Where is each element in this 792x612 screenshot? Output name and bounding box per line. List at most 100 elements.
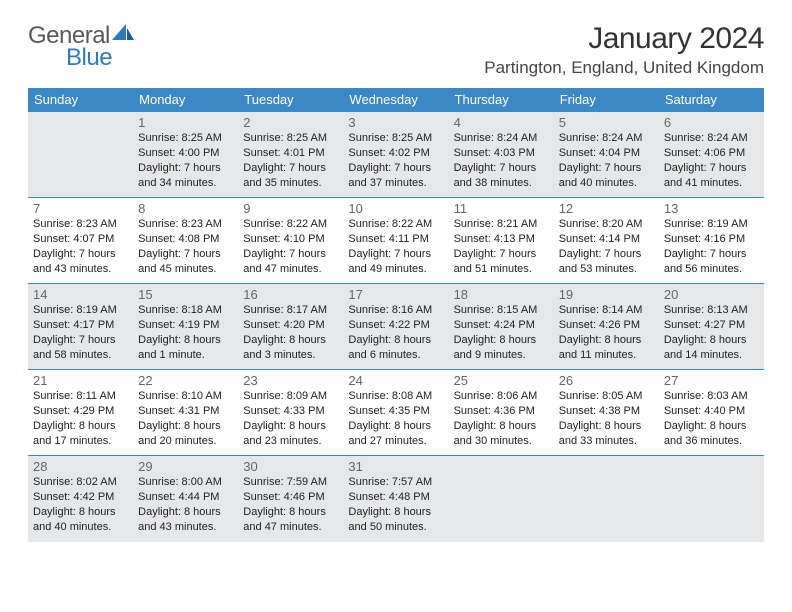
day-number: 11 (454, 201, 549, 216)
sunset-text: Sunset: 4:35 PM (348, 404, 443, 419)
day-number: 20 (664, 287, 759, 302)
daylight-text: Daylight: 8 hours and 47 minutes. (243, 505, 338, 535)
sunset-text: Sunset: 4:08 PM (138, 232, 233, 247)
day-number: 3 (348, 115, 443, 130)
sunset-text: Sunset: 4:29 PM (33, 404, 128, 419)
day-info: Sunrise: 8:22 AMSunset: 4:10 PMDaylight:… (243, 217, 338, 276)
day-number: 6 (664, 115, 759, 130)
sunset-text: Sunset: 4:17 PM (33, 318, 128, 333)
daylight-text: Daylight: 8 hours and 23 minutes. (243, 419, 338, 449)
logo-sail-icon (112, 24, 134, 42)
day-number: 21 (33, 373, 128, 388)
day-number: 28 (33, 459, 128, 474)
day-cell: 24Sunrise: 8:08 AMSunset: 4:35 PMDayligh… (343, 370, 448, 456)
week-row: 21Sunrise: 8:11 AMSunset: 4:29 PMDayligh… (28, 370, 764, 456)
day-cell: 26Sunrise: 8:05 AMSunset: 4:38 PMDayligh… (554, 370, 659, 456)
daylight-text: Daylight: 7 hours and 41 minutes. (664, 161, 759, 191)
day-info: Sunrise: 8:17 AMSunset: 4:20 PMDaylight:… (243, 303, 338, 362)
daylight-text: Daylight: 8 hours and 1 minute. (138, 333, 233, 363)
day-info: Sunrise: 8:06 AMSunset: 4:36 PMDaylight:… (454, 389, 549, 448)
daylight-text: Daylight: 7 hours and 43 minutes. (33, 247, 128, 277)
day-cell: 15Sunrise: 8:18 AMSunset: 4:19 PMDayligh… (133, 284, 238, 370)
sunset-text: Sunset: 4:36 PM (454, 404, 549, 419)
sunset-text: Sunset: 4:01 PM (243, 146, 338, 161)
day-number: 1 (138, 115, 233, 130)
day-cell: 19Sunrise: 8:14 AMSunset: 4:26 PMDayligh… (554, 284, 659, 370)
daylight-text: Daylight: 8 hours and 50 minutes. (348, 505, 443, 535)
daylight-text: Daylight: 8 hours and 14 minutes. (664, 333, 759, 363)
day-number: 24 (348, 373, 443, 388)
day-cell: 5Sunrise: 8:24 AMSunset: 4:04 PMDaylight… (554, 112, 659, 198)
daylight-text: Daylight: 7 hours and 40 minutes. (559, 161, 654, 191)
page-header: General Blue January 2024 Partington, En… (28, 22, 764, 78)
day-cell: 9Sunrise: 8:22 AMSunset: 4:10 PMDaylight… (238, 198, 343, 284)
sunset-text: Sunset: 4:04 PM (559, 146, 654, 161)
day-info: Sunrise: 8:16 AMSunset: 4:22 PMDaylight:… (348, 303, 443, 362)
day-info: Sunrise: 8:13 AMSunset: 4:27 PMDaylight:… (664, 303, 759, 362)
sunrise-text: Sunrise: 8:24 AM (454, 131, 549, 146)
day-number: 13 (664, 201, 759, 216)
sunrise-text: Sunrise: 8:15 AM (454, 303, 549, 318)
day-cell: 17Sunrise: 8:16 AMSunset: 4:22 PMDayligh… (343, 284, 448, 370)
sunrise-text: Sunrise: 8:19 AM (664, 217, 759, 232)
daylight-text: Daylight: 7 hours and 38 minutes. (454, 161, 549, 191)
daylight-text: Daylight: 8 hours and 20 minutes. (138, 419, 233, 449)
day-number: 26 (559, 373, 654, 388)
day-number: 2 (243, 115, 338, 130)
sunrise-text: Sunrise: 8:24 AM (559, 131, 654, 146)
sunrise-text: Sunrise: 8:23 AM (33, 217, 128, 232)
day-cell: 3Sunrise: 8:25 AMSunset: 4:02 PMDaylight… (343, 112, 448, 198)
sunrise-text: Sunrise: 8:20 AM (559, 217, 654, 232)
day-cell (449, 456, 554, 542)
day-info: Sunrise: 8:25 AMSunset: 4:01 PMDaylight:… (243, 131, 338, 190)
day-cell: 11Sunrise: 8:21 AMSunset: 4:13 PMDayligh… (449, 198, 554, 284)
day-info: Sunrise: 8:25 AMSunset: 4:02 PMDaylight:… (348, 131, 443, 190)
day-header: Sunday (28, 88, 133, 112)
sunrise-text: Sunrise: 8:17 AM (243, 303, 338, 318)
daylight-text: Daylight: 8 hours and 11 minutes. (559, 333, 654, 363)
sunset-text: Sunset: 4:02 PM (348, 146, 443, 161)
sunset-text: Sunset: 4:38 PM (559, 404, 654, 419)
daylight-text: Daylight: 7 hours and 47 minutes. (243, 247, 338, 277)
day-info: Sunrise: 8:18 AMSunset: 4:19 PMDaylight:… (138, 303, 233, 362)
day-info: Sunrise: 8:24 AMSunset: 4:03 PMDaylight:… (454, 131, 549, 190)
sunrise-text: Sunrise: 8:02 AM (33, 475, 128, 490)
day-cell: 30Sunrise: 7:59 AMSunset: 4:46 PMDayligh… (238, 456, 343, 542)
sunset-text: Sunset: 4:13 PM (454, 232, 549, 247)
daylight-text: Daylight: 7 hours and 51 minutes. (454, 247, 549, 277)
sunrise-text: Sunrise: 8:03 AM (664, 389, 759, 404)
day-number: 31 (348, 459, 443, 474)
day-cell: 14Sunrise: 8:19 AMSunset: 4:17 PMDayligh… (28, 284, 133, 370)
sunrise-text: Sunrise: 8:08 AM (348, 389, 443, 404)
day-header: Monday (133, 88, 238, 112)
sunset-text: Sunset: 4:26 PM (559, 318, 654, 333)
sunset-text: Sunset: 4:40 PM (664, 404, 759, 419)
day-cell: 21Sunrise: 8:11 AMSunset: 4:29 PMDayligh… (28, 370, 133, 456)
day-cell: 8Sunrise: 8:23 AMSunset: 4:08 PMDaylight… (133, 198, 238, 284)
day-number: 7 (33, 201, 128, 216)
sunrise-text: Sunrise: 8:05 AM (559, 389, 654, 404)
day-number: 15 (138, 287, 233, 302)
sunrise-text: Sunrise: 8:18 AM (138, 303, 233, 318)
day-cell: 18Sunrise: 8:15 AMSunset: 4:24 PMDayligh… (449, 284, 554, 370)
day-info: Sunrise: 8:23 AMSunset: 4:07 PMDaylight:… (33, 217, 128, 276)
day-cell: 7Sunrise: 8:23 AMSunset: 4:07 PMDaylight… (28, 198, 133, 284)
sunrise-text: Sunrise: 8:19 AM (33, 303, 128, 318)
daylight-text: Daylight: 7 hours and 53 minutes. (559, 247, 654, 277)
day-header: Wednesday (343, 88, 448, 112)
logo-text-blue: Blue (66, 44, 112, 71)
day-number: 30 (243, 459, 338, 474)
day-number: 14 (33, 287, 128, 302)
day-cell: 1Sunrise: 8:25 AMSunset: 4:00 PMDaylight… (133, 112, 238, 198)
sunrise-text: Sunrise: 8:16 AM (348, 303, 443, 318)
day-number: 18 (454, 287, 549, 302)
sunset-text: Sunset: 4:00 PM (138, 146, 233, 161)
daylight-text: Daylight: 8 hours and 3 minutes. (243, 333, 338, 363)
sunset-text: Sunset: 4:14 PM (559, 232, 654, 247)
sunrise-text: Sunrise: 8:25 AM (138, 131, 233, 146)
day-number: 10 (348, 201, 443, 216)
sunrise-text: Sunrise: 8:09 AM (243, 389, 338, 404)
sunrise-text: Sunrise: 8:21 AM (454, 217, 549, 232)
sunset-text: Sunset: 4:16 PM (664, 232, 759, 247)
daylight-text: Daylight: 8 hours and 36 minutes. (664, 419, 759, 449)
